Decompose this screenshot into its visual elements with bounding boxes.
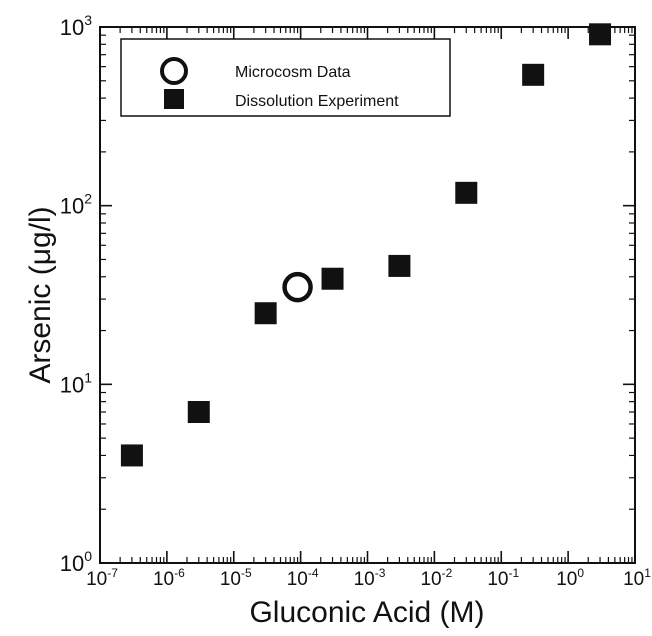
legend-label-dissolution: Dissolution Experiment [235, 93, 399, 110]
legend: Microcosm Data Dissolution Experiment [120, 38, 451, 117]
y-minor-ticks [100, 34, 635, 510]
microcosm-point [282, 271, 313, 303]
x-tick-label: 10-3 [354, 566, 386, 590]
y-tick-label: 100 [60, 548, 92, 576]
x-tick-label: 10-5 [220, 566, 252, 590]
dissolution-point [120, 444, 143, 467]
legend-marker-dissolution [164, 89, 184, 109]
x-tick-label: 10-1 [487, 566, 519, 590]
y-tick-label: 103 [60, 12, 92, 40]
x-axis-ticks: 10-7 10-6 10-5 10-4 10-3 10-2 10-1 100 101 [86, 27, 651, 590]
legend-label-microcosm: Microcosm Data [235, 64, 351, 81]
x-tick-label: 10-4 [287, 566, 319, 590]
dissolution-point [388, 254, 411, 277]
x-tick-label: 10-2 [420, 566, 452, 590]
dissolution-point [187, 401, 210, 424]
dissolution-point [589, 23, 612, 46]
y-axis-ticks: 100 101 102 103 [60, 12, 635, 576]
y-axis-label: Arsenic (μg/l) [24, 206, 57, 383]
y-tick-label: 101 [60, 369, 92, 397]
dissolution-point [254, 302, 277, 325]
dissolution-point [522, 63, 545, 86]
y-tick-label: 102 [60, 191, 92, 219]
x-tick-label: 10-7 [86, 566, 118, 590]
x-tick-label: 100 [556, 566, 584, 590]
x-axis-label: Gluconic Acid (M) [249, 596, 484, 629]
legend-marker-microcosm [160, 57, 188, 85]
data-points [120, 23, 612, 467]
x-tick-label: 10-6 [153, 566, 185, 590]
dissolution-point [455, 181, 478, 204]
x-tick-label: 101 [623, 566, 651, 590]
dissolution-point [321, 267, 344, 290]
